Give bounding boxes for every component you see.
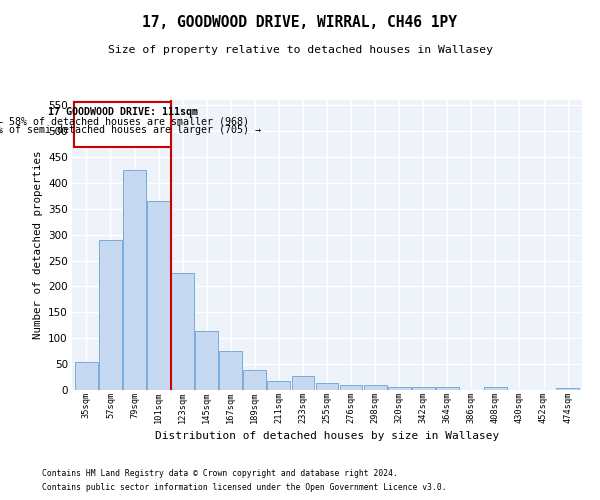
Bar [436, 388, 459, 390]
Text: 17 GOODWOOD DRIVE: 111sqm: 17 GOODWOOD DRIVE: 111sqm [47, 108, 197, 118]
Bar [484, 388, 507, 390]
Bar [171, 274, 194, 390]
Bar [195, 332, 218, 390]
Text: Contains HM Land Registry data © Crown copyright and database right 2024.: Contains HM Land Registry data © Crown c… [42, 468, 398, 477]
Bar [99, 240, 122, 390]
Text: 17, GOODWOOD DRIVE, WIRRAL, CH46 1PY: 17, GOODWOOD DRIVE, WIRRAL, CH46 1PY [143, 15, 458, 30]
Y-axis label: Number of detached properties: Number of detached properties [32, 151, 43, 340]
Text: ← 58% of detached houses are smaller (968): ← 58% of detached houses are smaller (96… [0, 116, 248, 126]
Bar [340, 385, 362, 390]
Bar [556, 388, 579, 390]
Bar [268, 380, 290, 390]
Text: Contains public sector information licensed under the Open Government Licence v3: Contains public sector information licen… [42, 484, 446, 492]
Bar [244, 370, 266, 390]
Text: Size of property relative to detached houses in Wallasey: Size of property relative to detached ho… [107, 45, 493, 55]
Bar [364, 385, 386, 390]
X-axis label: Distribution of detached houses by size in Wallasey: Distribution of detached houses by size … [155, 431, 499, 441]
Bar [412, 388, 434, 390]
Bar [292, 376, 314, 390]
Bar [123, 170, 146, 390]
Bar [147, 201, 170, 390]
Bar [388, 388, 410, 390]
Bar [75, 362, 98, 390]
FancyBboxPatch shape [74, 102, 170, 146]
Bar [220, 350, 242, 390]
Text: 42% of semi-detached houses are larger (705) →: 42% of semi-detached houses are larger (… [0, 125, 260, 135]
Bar [316, 383, 338, 390]
